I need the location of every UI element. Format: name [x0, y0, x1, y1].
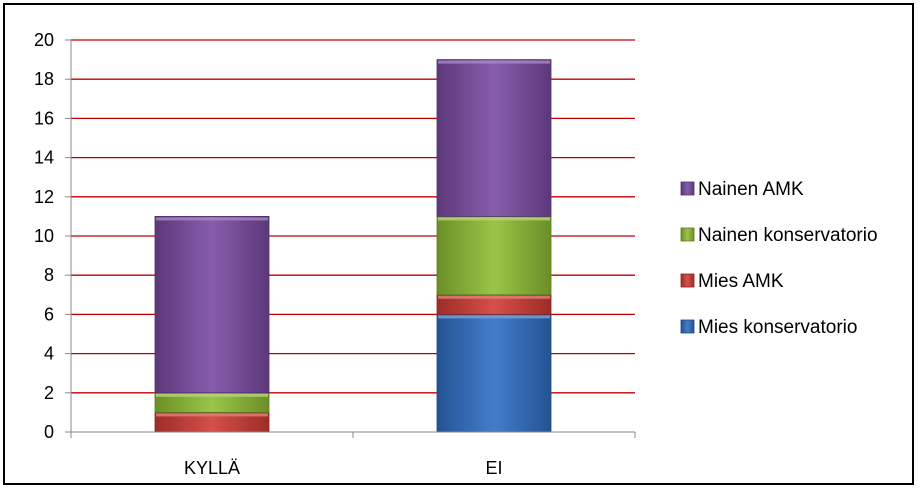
- y-tick-label-14: 14: [34, 148, 54, 168]
- y-tick-label-2: 2: [44, 383, 54, 403]
- legend-item-nainen-amk: Nainen AMK: [680, 179, 804, 200]
- y-tick-label-4: 4: [44, 344, 54, 364]
- y-tick-label-16: 16: [34, 108, 54, 128]
- bar-highlight: [156, 217, 268, 221]
- axes: 0 2 4 6 8 10 12 14 16 18 20 KYLLÄ EI: [34, 30, 636, 478]
- bar-highlight: [438, 315, 550, 319]
- legend-item-nainen-konservatorio: Nainen konservatorio: [680, 225, 878, 246]
- y-tick-label-6: 6: [44, 304, 54, 324]
- legend-label-nainen-amk: Nainen AMK: [698, 179, 804, 200]
- bar-highlight: [438, 295, 550, 299]
- bar-highlight: [156, 413, 268, 417]
- legend-label-mies-amk: Mies AMK: [698, 271, 784, 292]
- chart-frame: 0 2 4 6 8 10 12 14 16 18 20 KYLLÄ EI Nainen AMK Naine…: [3, 3, 914, 485]
- legend-label-nainen-konservatorio: Nainen konservatorio: [698, 225, 878, 246]
- bar-ei-nainen-konservatorio: [436, 215, 552, 296]
- bar-highlight: [438, 60, 550, 64]
- legend-item-mies-konservatorio: Mies konservatorio: [680, 317, 857, 338]
- x-tick-label-ei: EI: [485, 458, 502, 478]
- x-tick-label-kylla: KYLLÄ: [184, 458, 240, 478]
- bars: [154, 59, 552, 433]
- y-tick-label-20: 20: [34, 30, 54, 50]
- bar-ei-nainen-amk: [436, 59, 552, 217]
- legend-swatch-nainen-konservatorio: [680, 227, 695, 242]
- legend-swatch-mies-konservatorio: [680, 319, 695, 334]
- y-tick-label-12: 12: [34, 187, 54, 207]
- legend-swatch-mies-amk: [680, 273, 695, 288]
- legend-item-mies-amk: Mies AMK: [680, 271, 784, 292]
- legend-swatch-nainen-amk: [680, 181, 695, 196]
- y-tick-label-18: 18: [34, 69, 54, 89]
- legend: Nainen AMK Nainen konservatorio Mies AMK Mi…: [680, 179, 878, 338]
- y-tick-label-10: 10: [34, 226, 54, 246]
- bar-highlight: [438, 217, 550, 221]
- bar-highlight: [156, 393, 268, 397]
- bar-ei-mies-konservatorio: [436, 313, 552, 433]
- legend-label-mies-konservatorio: Mies konservatorio: [698, 317, 857, 338]
- y-tick-label-0: 0: [44, 422, 54, 442]
- y-tick-label-8: 8: [44, 265, 54, 285]
- bar-kylla-nainen-amk: [154, 215, 270, 394]
